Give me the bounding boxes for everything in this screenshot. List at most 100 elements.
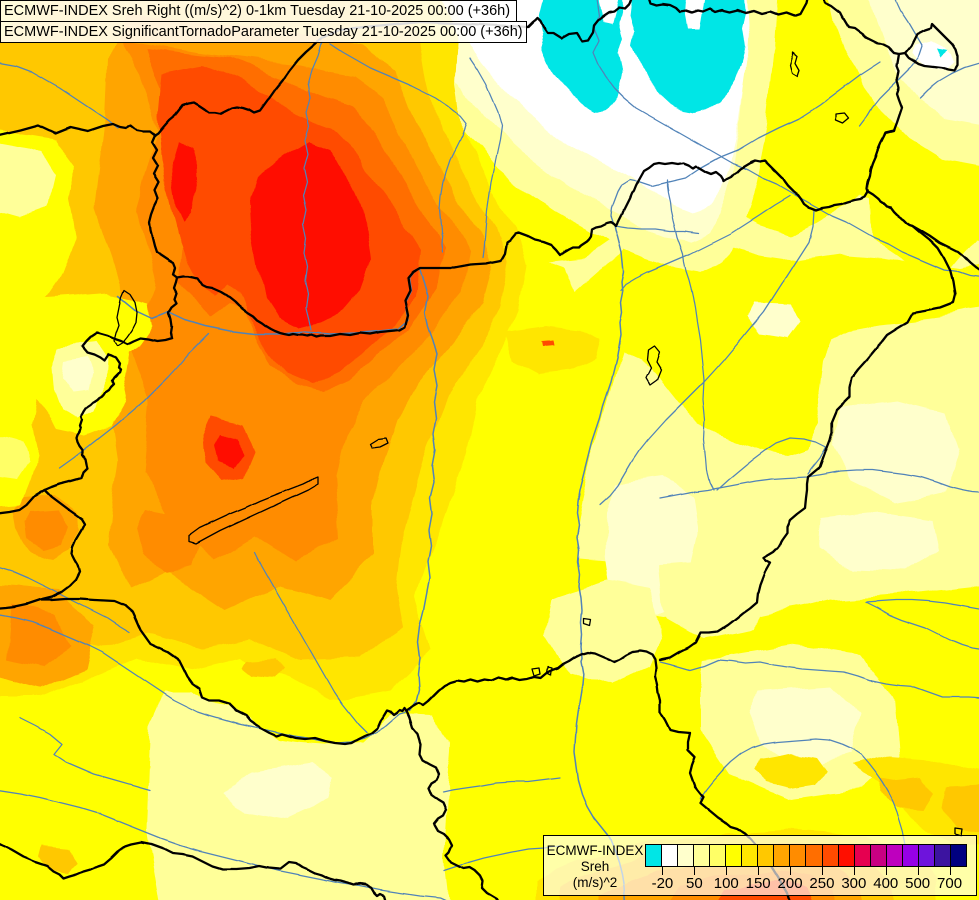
legend-cell-8 — [774, 845, 791, 866]
lake-neusiedl — [113, 289, 138, 347]
river-ne-squiggle — [859, 0, 923, 127]
legend-tick-300 — [853, 867, 855, 875]
river-koros-branch — [716, 437, 827, 491]
river-vah — [329, 43, 467, 253]
border-poland-ukraine — [822, 0, 907, 56]
band-fc8-drava-patch — [244, 658, 284, 678]
legend-cell-10 — [806, 845, 823, 866]
legend-tick-50 — [694, 867, 696, 875]
band-fc8-bottom-c — [944, 786, 979, 834]
legend-tick--20 — [662, 867, 664, 875]
legend-parameter: Sreh — [580, 859, 610, 874]
band-west-pale1 — [0, 144, 55, 217]
legend-tick-100 — [726, 867, 728, 875]
band-pale-se2 — [660, 560, 770, 640]
river-drava-meander — [19, 717, 151, 791]
lake-balaton — [188, 476, 319, 545]
legend-cell-9 — [790, 845, 807, 866]
legend-cell-2 — [678, 845, 695, 866]
legend-tick-500 — [917, 867, 919, 875]
band-paler-e4 — [820, 512, 938, 572]
legend-ticklabel-100: 100 — [713, 875, 739, 892]
legend-cell-15 — [886, 845, 903, 866]
legend-ticklabel-150: 150 — [745, 875, 771, 892]
band-cyan-b-notch — [683, 0, 705, 30]
border-austria-hungary — [38, 133, 179, 602]
legend-cell-12 — [838, 845, 855, 866]
band-white-pocket — [912, 40, 956, 71]
legend-labels: ECMWF-INDEX Sreh (m/s)^2 — [544, 843, 646, 891]
lakes — [113, 51, 963, 837]
river-e-top — [865, 599, 979, 650]
legend-cell-5 — [726, 845, 743, 866]
lake-ne-snake — [790, 51, 801, 77]
legend-cell-13 — [854, 845, 871, 866]
legend-tick-700 — [949, 867, 951, 875]
river-danube-south — [409, 269, 438, 712]
lake-ne-small — [835, 112, 850, 124]
legend-ticklabel-50: 50 — [686, 875, 703, 892]
lake-tiny-2 — [546, 666, 553, 676]
border-drava — [0, 597, 409, 746]
legend-ticklabel-500: 500 — [905, 875, 931, 892]
band-f8c-sw — [5, 605, 70, 668]
band-paler-e3 — [832, 400, 958, 502]
border-slovakia-poland — [526, 0, 633, 43]
legend-units: (m/s)^2 — [572, 875, 618, 890]
legend-cell-14 — [870, 845, 887, 866]
band-cyan-b — [631, 0, 747, 114]
map-title-line1: ECMWF-INDEX Sreh Right ((m/s)^2) 0-1km T… — [4, 3, 511, 19]
river-bosut — [443, 845, 561, 871]
legend-ticklabel-250: 250 — [809, 875, 835, 892]
legend-cell-11 — [822, 845, 839, 866]
legend-tick-150 — [758, 867, 760, 875]
band-cyan-a — [540, 0, 623, 113]
band-cyan-arrow — [936, 48, 948, 57]
legend-cell-17 — [918, 845, 935, 866]
river-tisza-diag — [599, 209, 815, 506]
legend-cell-3 — [694, 845, 711, 866]
band-west-pale3 — [0, 436, 28, 480]
band-red-core-main — [250, 140, 372, 328]
river-koros — [659, 469, 979, 499]
legend-ticklabel-200: 200 — [777, 875, 803, 892]
river-nw-trib — [0, 62, 119, 129]
legend-cell-18 — [934, 845, 951, 866]
river-bodrog — [614, 225, 699, 234]
legend-ticklabel-700: 700 — [937, 875, 963, 892]
border-sava-bih — [0, 840, 387, 900]
river-canal — [442, 777, 561, 793]
river-sava — [0, 790, 447, 900]
legend-tick-400 — [885, 867, 887, 875]
band-paler-e2 — [748, 304, 800, 338]
legend-cell-0 — [646, 845, 663, 866]
border-ukr-pocket — [903, 22, 960, 73]
band-reddash-mid — [541, 341, 554, 347]
band-paler-south1 — [224, 762, 332, 818]
legend-cell-1 — [662, 845, 679, 866]
legend-cell-7 — [758, 845, 775, 866]
river-hron — [469, 57, 503, 259]
map-title-line2: ECMWF-INDEX SignificantTornadoParameter … — [4, 24, 523, 40]
map-title-bar-1: ECMWF-INDEX Sreh Right ((m/s)^2) 0-1km T… — [0, 0, 517, 22]
band-paler-se1 — [750, 685, 860, 770]
legend-cell-19 — [950, 845, 966, 866]
legend-cell-16 — [902, 845, 919, 866]
legend-tick-250 — [821, 867, 823, 875]
border-hu-romania — [658, 224, 957, 662]
legend-tick-200 — [790, 867, 792, 875]
river-through-cyan — [592, 0, 979, 278]
band-f8c-slobe — [136, 510, 202, 572]
lake-tiny-4 — [583, 617, 592, 626]
legend-ticklabel-400: 400 — [873, 875, 899, 892]
border-danube-cs — [405, 709, 499, 900]
river-ne-right — [919, 63, 979, 99]
border-slovakia-ukraine-v — [865, 52, 904, 194]
lake-velence — [369, 437, 389, 449]
band-red-core-w — [172, 142, 196, 222]
river-tisza-south — [573, 224, 626, 900]
river-hernad — [620, 195, 791, 291]
band-fde-bottom-mid — [754, 752, 828, 788]
